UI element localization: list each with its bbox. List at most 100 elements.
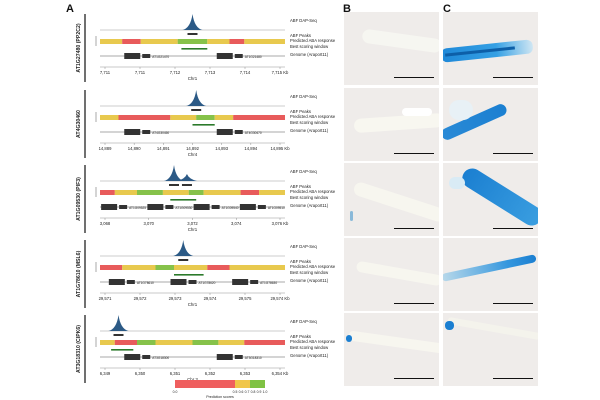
scale-bar (493, 77, 533, 79)
row-gene-label: AT3G18310 (CIPK6) (76, 325, 82, 373)
prediction-segment (229, 39, 245, 44)
x-tick-label: 7,711 (135, 70, 146, 75)
colorbar-tick-label: 0.5 (233, 390, 238, 394)
gene-name: AT1G78610 (137, 281, 154, 285)
track-label: Genome (Araport11) (290, 52, 329, 57)
gene-feature (124, 53, 141, 59)
track-label: ABF Peaks (290, 109, 311, 114)
track-label: ABF DAP-Seq (290, 94, 317, 99)
track-label: Genome (Araport11) (290, 278, 329, 283)
x-tick-label: 14,892 (186, 146, 199, 151)
gene-name: AT1G78630 (260, 281, 277, 285)
root-photo-c-2 (443, 88, 538, 161)
prediction-segment (244, 340, 285, 345)
prediction-segment (240, 190, 260, 195)
best-window-mark (170, 199, 197, 201)
track-row-4: AT1G78610 (MSL6) AT1G78610 AT1G78620 AT1G78… (76, 240, 336, 308)
root-photo-b-4 (344, 238, 439, 311)
track-label: ABF Peaks (290, 259, 311, 264)
track-label: ABF Peaks (290, 33, 311, 38)
abf-peak-mark (113, 334, 124, 336)
track-label: Best scoring window (290, 270, 329, 275)
gene-exon (126, 280, 135, 284)
dap-seq-peak (186, 90, 207, 106)
gene-name: AT1G78620 (199, 281, 216, 285)
gene-feature (216, 354, 233, 360)
x-tick-label: 14,890 (128, 146, 141, 151)
x-tick-label: 29,574 Kb (270, 296, 290, 301)
prediction-segment (203, 190, 241, 195)
root-photo-b-2 (344, 88, 439, 161)
prediction-segment (214, 115, 234, 120)
track-label: Best scoring window (290, 345, 329, 350)
panel-label-c: C (443, 3, 451, 15)
prediction-segment (114, 340, 137, 345)
prediction-segment (137, 340, 156, 345)
x-tick-label: 14,895 Kb (270, 146, 290, 151)
root-photo-c-1 (443, 12, 538, 85)
track-row-3: AT1G09530 (PIF3) AT1G09525 AT1G09530 AT1G09… (76, 165, 336, 233)
gene-name: AT3G18300 (152, 356, 169, 360)
track-label: Predicted ABA response (290, 339, 336, 344)
root-photo-b-3 (344, 163, 439, 236)
x-tick-label: 6,350 (135, 371, 146, 376)
gene-exon (211, 205, 220, 209)
prediction-segment (118, 115, 171, 120)
x-tick-label: 29,571 (99, 296, 112, 301)
x-tick-label: 29,572 (134, 296, 147, 301)
prediction-segment (155, 340, 193, 345)
prediction-segment (259, 190, 285, 195)
prediction-segment (207, 265, 230, 270)
gene-exon (188, 280, 197, 284)
colorbar-tick-label: 0.7 (245, 390, 250, 394)
x-tick-label: 7,711 (100, 70, 111, 75)
scale-bar (394, 77, 434, 79)
track-row-2: AT4G30460 AT4G30450 AT4G30470 14,889 14,890 1… (76, 90, 336, 158)
track-label: Predicted ABA response (290, 264, 336, 269)
root-photo-c-5 (443, 313, 538, 386)
x-tick-label: 7,712 (170, 70, 181, 75)
x-tick-label: 6,353 (240, 371, 251, 376)
row-gene-label: AT1G27480 (PP2C2) (76, 23, 82, 72)
colorbar-low (175, 380, 235, 388)
x-tick-label: 14,891 (157, 146, 170, 151)
colorbar-tick-label: 0.9 (257, 390, 262, 394)
gene-exon (250, 280, 259, 284)
prediction-segment (170, 115, 197, 120)
colorbar: 0.0 0.5 0.6 0.7 0.8 0.9 1.0 Prediction scores (173, 380, 267, 399)
gene-exon (142, 54, 151, 58)
gene-exon (234, 54, 243, 58)
x-tick-label: 3,074 (231, 221, 242, 226)
scale-bar (394, 153, 434, 155)
abf-peak-mark (181, 184, 192, 186)
track-row-5: AT3G18310 (CIPK6) AT3G18300 AT3G18310 6,349… (76, 315, 336, 383)
root-photo-b-1 (344, 12, 439, 85)
dap-seq-peak (173, 240, 194, 256)
panel-label-a: A (66, 3, 74, 15)
gene-name: AT1G21480 (245, 55, 262, 59)
best-window-mark (174, 274, 204, 276)
gene-feature (124, 129, 141, 135)
gene-feature (216, 53, 233, 59)
row-gene-label: AT4G30460 (76, 110, 82, 138)
gene-name: AT1G21470 (152, 55, 169, 59)
prediction-segment (137, 190, 163, 195)
x-tick-label: 3,068 (100, 221, 111, 226)
track-label: ABF Peaks (290, 334, 311, 339)
genome-browser-panel: AT1G27480 (PP2C2) AT1G21470 AT1G21480 7,711… (76, 14, 336, 399)
prediction-segment (229, 265, 285, 270)
prediction-segment (207, 39, 230, 44)
scale-bar (493, 303, 533, 305)
track-label: Best scoring window (290, 195, 329, 200)
chromosome-label: Chr1 (188, 302, 198, 307)
gene-name: AT1G09510 (268, 206, 285, 210)
track-label: ABF DAP-Seq (290, 18, 317, 23)
prediction-segment (122, 39, 141, 44)
gene-name: AT4G30450 (152, 131, 169, 135)
gene-exon (257, 205, 266, 209)
track-row-1: AT1G27480 (PP2C2) AT1G21470 AT1G21480 7,711… (76, 14, 336, 82)
root-photo-b-5 (344, 313, 439, 386)
prediction-segment (233, 115, 285, 120)
gene-name: AT1G09540 (222, 206, 239, 210)
prediction-segment (122, 265, 156, 270)
